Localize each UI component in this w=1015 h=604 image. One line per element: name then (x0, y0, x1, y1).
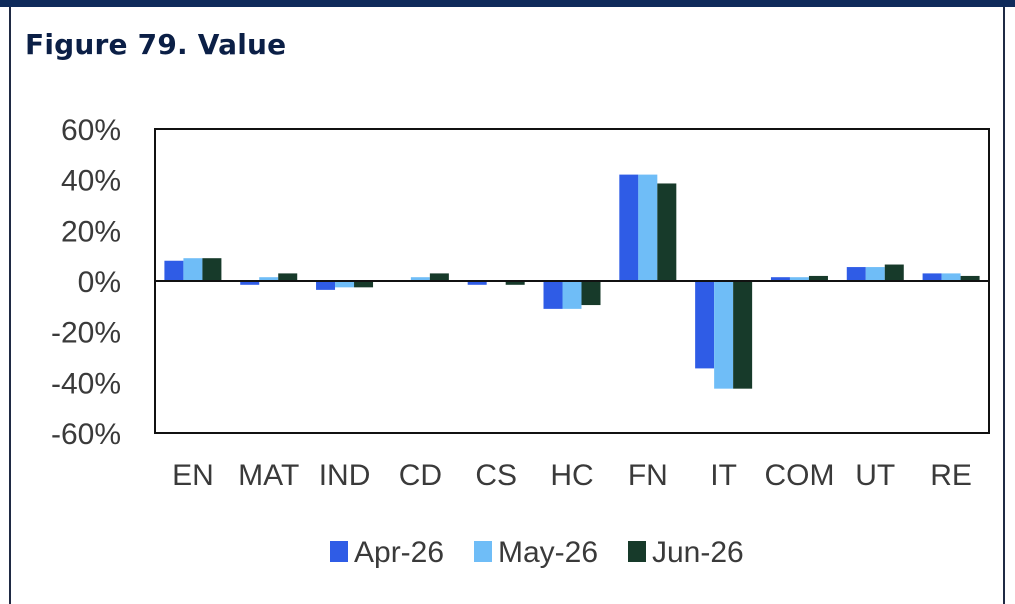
x-category-label: COM (764, 459, 834, 492)
bar-ind-apr-26 (316, 281, 336, 290)
bar-en-apr-26 (164, 260, 184, 281)
bar-mat-may-26 (259, 277, 279, 281)
bar-fn-jun-26 (657, 183, 677, 281)
bar-cs-apr-26 (467, 281, 487, 285)
bars-layer (164, 174, 980, 389)
bar-re-apr-26 (922, 273, 942, 281)
bar-ut-jun-26 (884, 264, 904, 281)
legend-swatch-may-26 (474, 541, 492, 562)
y-axis-ticks: 60% 40% 20% 0% -20% -40% -60% (51, 114, 121, 451)
bar-en-jun-26 (202, 258, 222, 281)
x-category-label: RE (930, 459, 972, 492)
bar-hc-may-26 (562, 281, 582, 309)
bar-com-apr-26 (770, 277, 790, 281)
y-tick-label: -40% (51, 367, 121, 400)
bar-re-jun-26 (960, 275, 980, 281)
bar-cs-jun-26 (505, 281, 525, 285)
bar-ind-may-26 (335, 281, 355, 288)
bar-com-may-26 (789, 277, 809, 281)
legend-swatch-apr-26 (330, 541, 348, 562)
x-category-label: HC (550, 459, 593, 492)
figure-title: Figure 79. Value (25, 28, 287, 61)
legend: Apr-26 May-26 Jun-26 (330, 536, 744, 569)
bar-mat-apr-26 (240, 281, 260, 285)
bar-it-may-26 (714, 281, 734, 389)
legend-label-apr-26: Apr-26 (354, 536, 444, 569)
y-tick-label: -20% (51, 317, 121, 350)
x-category-label: UT (855, 459, 895, 492)
x-category-label: IND (319, 459, 371, 492)
x-axis-categories: EN MAT IND CD CS HC FN IT COM UT RE (172, 459, 972, 492)
bar-it-jun-26 (733, 281, 753, 389)
bar-en-may-26 (183, 258, 203, 281)
bar-hc-apr-26 (543, 281, 563, 309)
header-bar (0, 0, 1015, 7)
bar-ind-jun-26 (354, 281, 374, 288)
figure-frame (9, 7, 1005, 604)
bar-hc-jun-26 (581, 281, 601, 306)
legend-swatch-jun-26 (628, 541, 646, 562)
x-category-label: CD (399, 459, 442, 492)
bar-ut-apr-26 (846, 267, 866, 281)
legend-label-jun-26: Jun-26 (652, 536, 744, 569)
bar-fn-may-26 (638, 174, 658, 281)
y-tick-label: 0% (78, 266, 121, 299)
legend-label-may-26: May-26 (498, 536, 598, 569)
x-category-label: IT (710, 459, 737, 492)
bar-re-may-26 (941, 273, 961, 281)
bar-it-apr-26 (695, 281, 715, 369)
bar-mat-jun-26 (278, 273, 298, 281)
x-category-label: EN (172, 459, 214, 492)
bar-cd-may-26 (410, 277, 430, 281)
y-tick-label: 60% (61, 114, 121, 147)
y-tick-label: 40% (61, 165, 121, 198)
bar-com-jun-26 (808, 275, 828, 281)
x-category-label: FN (628, 459, 668, 492)
bar-ut-may-26 (865, 267, 885, 281)
bar-cd-jun-26 (429, 273, 449, 281)
y-tick-label: 20% (61, 215, 121, 248)
x-category-label: CS (475, 459, 517, 492)
x-category-label: MAT (238, 459, 299, 492)
bar-fn-apr-26 (619, 174, 639, 281)
y-tick-label: -60% (51, 418, 121, 451)
